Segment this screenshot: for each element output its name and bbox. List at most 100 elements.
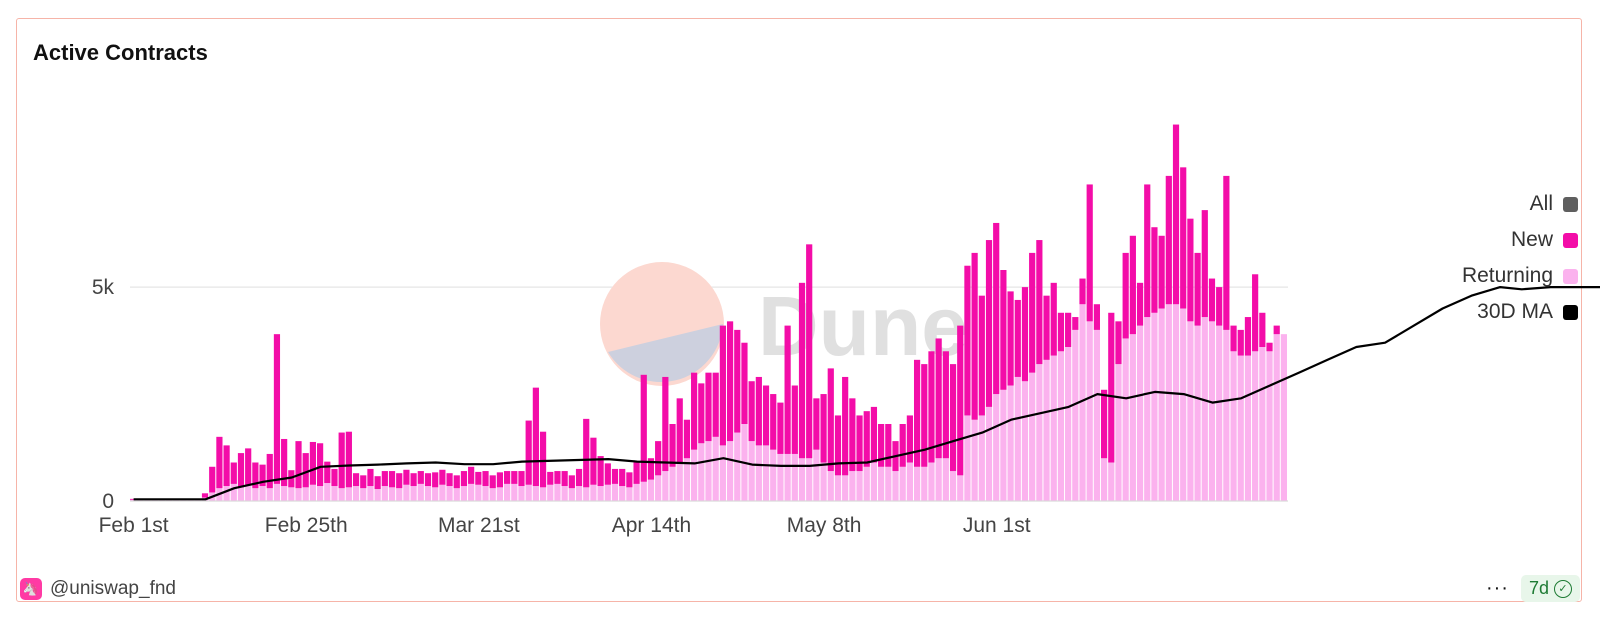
bar-returning bbox=[913, 466, 921, 501]
legend-item-returning[interactable]: Returning bbox=[1462, 258, 1578, 294]
bar-returning bbox=[770, 449, 777, 501]
bar-new bbox=[698, 383, 705, 444]
bar-new bbox=[1108, 312, 1115, 463]
bar-new bbox=[863, 411, 870, 467]
bar-returning bbox=[755, 445, 762, 501]
bar-returning bbox=[547, 484, 554, 501]
bar-new bbox=[719, 325, 726, 446]
bar-new bbox=[1172, 124, 1180, 305]
bar-new bbox=[633, 462, 640, 484]
x-tick-label: May 8th bbox=[787, 514, 862, 537]
legend-swatch-30d-ma bbox=[1563, 304, 1578, 320]
bar-new bbox=[1122, 252, 1129, 339]
bar-new bbox=[978, 295, 985, 416]
bar-returning bbox=[489, 488, 496, 501]
bar-new bbox=[662, 376, 669, 472]
bar-returning bbox=[453, 488, 460, 501]
bar-returning bbox=[468, 483, 475, 501]
bar-returning bbox=[1208, 321, 1216, 501]
bar-returning bbox=[432, 487, 439, 501]
bar-new bbox=[324, 461, 331, 484]
chart-title: Active Contracts bbox=[33, 40, 208, 65]
legend-item-new[interactable]: New bbox=[1462, 222, 1578, 258]
bar-returning bbox=[1180, 308, 1187, 501]
bar-new bbox=[827, 368, 834, 472]
bar-returning bbox=[504, 483, 511, 501]
bar-returning bbox=[1100, 458, 1108, 501]
bar-returning bbox=[338, 488, 345, 501]
bar-returning bbox=[676, 462, 683, 501]
bar-new bbox=[921, 364, 928, 467]
bar-returning bbox=[957, 475, 964, 501]
bar-returning bbox=[935, 458, 942, 501]
legend: All New Returning 30D MA bbox=[1462, 186, 1578, 330]
x-tick-label: Feb 25th bbox=[265, 514, 348, 537]
bar-new bbox=[820, 394, 827, 463]
bar-new bbox=[1223, 175, 1230, 330]
bar-returning bbox=[1093, 329, 1100, 501]
bar-returning bbox=[1029, 372, 1036, 501]
bar-returning bbox=[640, 481, 647, 501]
bar-returning bbox=[662, 471, 669, 501]
bar-new bbox=[647, 458, 655, 480]
bar-returning bbox=[1187, 321, 1194, 501]
bar-new bbox=[1187, 218, 1194, 322]
bar-new bbox=[1201, 210, 1208, 318]
bar-returning bbox=[1252, 351, 1259, 501]
bar-new bbox=[1165, 175, 1172, 305]
bar-returning bbox=[518, 486, 525, 501]
bar-new bbox=[726, 321, 734, 442]
bar-new bbox=[410, 473, 417, 487]
bar-new bbox=[525, 420, 532, 485]
bar-returning bbox=[424, 486, 432, 501]
bar-new bbox=[1180, 167, 1187, 309]
more-options-button[interactable]: ··· bbox=[1485, 577, 1509, 599]
x-tick-label: Apr 14th bbox=[612, 514, 691, 537]
bar-new bbox=[1029, 252, 1036, 373]
bar-new bbox=[1136, 282, 1144, 326]
bar-new bbox=[813, 398, 820, 450]
bar-new bbox=[928, 351, 935, 463]
bar-returning bbox=[309, 484, 317, 501]
legend-item-30d-ma[interactable]: 30D MA bbox=[1462, 294, 1578, 330]
bar-new bbox=[1050, 282, 1057, 356]
bar-returning bbox=[417, 483, 424, 501]
bar-returning bbox=[345, 487, 352, 501]
bar-returning bbox=[906, 462, 913, 501]
unicorn-avatar-icon: 🦄 bbox=[20, 578, 42, 600]
bar-returning bbox=[237, 487, 245, 501]
bar-new bbox=[245, 448, 252, 485]
bar-new bbox=[964, 265, 971, 416]
bar-returning bbox=[734, 432, 741, 501]
bar-returning bbox=[1158, 308, 1165, 501]
bar-new bbox=[424, 473, 432, 487]
bar-returning bbox=[834, 475, 842, 501]
bar-new bbox=[367, 468, 374, 487]
legend-item-all[interactable]: All bbox=[1462, 186, 1578, 222]
author-link[interactable]: 🦄 @uniswap_fnd bbox=[20, 578, 176, 600]
bar-returning bbox=[791, 453, 798, 501]
bar-returning bbox=[978, 415, 985, 501]
bar-new bbox=[374, 476, 381, 490]
bar-returning bbox=[719, 445, 726, 501]
bar-new bbox=[209, 466, 216, 493]
bar-new bbox=[834, 415, 842, 476]
bar-returning bbox=[352, 486, 360, 501]
bar-new bbox=[1151, 227, 1158, 313]
bar-new bbox=[1043, 295, 1050, 360]
bar-new bbox=[468, 466, 475, 484]
bar-new bbox=[1014, 299, 1021, 377]
bar-new bbox=[1115, 321, 1122, 365]
bar-returning bbox=[367, 486, 374, 501]
bar-returning bbox=[1036, 364, 1043, 501]
bar-returning bbox=[748, 441, 755, 501]
bar-returning bbox=[856, 471, 863, 501]
bar-returning bbox=[561, 486, 568, 501]
bar-returning bbox=[1108, 462, 1115, 501]
bar-new bbox=[655, 441, 662, 476]
bar-new bbox=[985, 240, 993, 407]
bar-new bbox=[712, 372, 719, 437]
refresh-badge[interactable]: 7d ✓ bbox=[1520, 575, 1580, 602]
bar-returning bbox=[1151, 312, 1158, 501]
bar-new bbox=[1079, 278, 1086, 305]
